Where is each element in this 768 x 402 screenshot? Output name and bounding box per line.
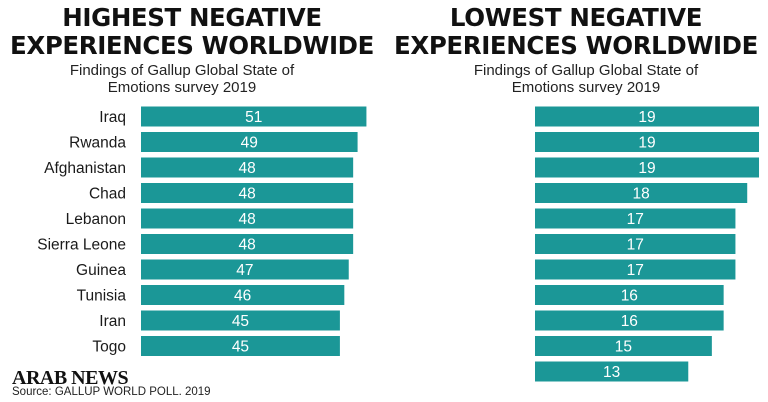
value-label: 17: [627, 262, 644, 279]
value-label: 45: [232, 313, 249, 330]
bar: [141, 336, 340, 356]
chart-title: LOWEST NEGATIVE EXPERIENCES WORLDWIDE: [384, 4, 768, 60]
category-label: Togo: [92, 339, 126, 356]
bar: [535, 285, 724, 305]
value-label: 48: [238, 160, 255, 177]
value-label: 18: [632, 186, 649, 203]
bar: [141, 234, 354, 254]
value-label: 48: [238, 211, 255, 228]
value-label: 19: [638, 109, 655, 126]
value-label: 19: [638, 160, 655, 177]
value-label: 17: [627, 211, 644, 228]
value-label: 48: [238, 237, 255, 254]
chart-title-line: EXPERIENCES WORLDWIDE: [394, 31, 758, 60]
value-label: 15: [615, 339, 632, 356]
value-label: 47: [236, 262, 253, 279]
value-label: 19: [638, 135, 655, 152]
bar: [141, 183, 354, 203]
value-label: 17: [627, 237, 644, 254]
bar: [535, 208, 736, 229]
bar: [535, 310, 724, 331]
value-label: 48: [238, 186, 255, 203]
bar: [535, 234, 736, 254]
bar: [535, 157, 760, 178]
bar: [141, 310, 340, 331]
bar: [141, 259, 349, 280]
category-label: Lebanon: [66, 211, 126, 228]
category-label: Afghanistan: [44, 160, 126, 177]
category-label: Chad: [89, 186, 126, 203]
value-label: 51: [245, 109, 262, 126]
category-label: Tunisia: [77, 288, 127, 305]
category-label: Iraq: [99, 109, 126, 126]
category-label: Rwanda: [69, 135, 126, 152]
chart-subtitle-line: Emotions survey 2019: [511, 79, 661, 96]
value-label: 16: [621, 288, 638, 305]
source-note: Source: GALLUP WORLD POLL. 2019: [12, 386, 211, 398]
value-label: 46: [234, 288, 251, 305]
bar: [141, 106, 367, 127]
category-label: Iran: [99, 313, 126, 330]
bar: [535, 132, 760, 152]
chart-subtitle-line: Emotions survey 2019: [107, 79, 257, 96]
chart-title: HIGHEST NEGATIVE EXPERIENCES WORLDWIDE: [0, 4, 384, 60]
bar: [535, 336, 712, 356]
chart-subtitle: Findings of Gallup Global State of Emoti…: [436, 62, 736, 96]
chart-title-line: LOWEST NEGATIVE: [449, 3, 703, 32]
value-label: 49: [241, 135, 258, 152]
bar: [141, 285, 345, 305]
value-label: 16: [621, 313, 638, 330]
category-label: Guinea: [76, 262, 126, 279]
bar: [535, 183, 748, 203]
chart-subtitle: Findings of Gallup Global State of Emoti…: [32, 62, 332, 96]
brand-logo: ARAB NEWS: [12, 367, 129, 389]
bar: [141, 132, 358, 152]
bar: [535, 106, 760, 127]
bar: [141, 157, 354, 178]
bar-chart-lowest: China19Kyrgyzstan19Malaysia19Vietnam18Es…: [535, 106, 760, 382]
chart-subtitle-line: Findings of Gallup Global State of: [69, 62, 295, 79]
chart-title-line: HIGHEST NEGATIVE: [62, 3, 322, 32]
chart-subtitle-line: Findings of Gallup Global State of: [473, 62, 699, 79]
category-label: Sierra Leone: [37, 237, 126, 254]
bar: [141, 208, 354, 229]
bar-chart-highest: Iraq 51 Rwanda 49 Afghanistan 48 Chad 48 Lebanon…: [37, 106, 367, 356]
value-label: 45: [232, 339, 249, 356]
bar: [535, 259, 736, 280]
chart-title-line: EXPERIENCES WORLDWIDE: [10, 31, 374, 60]
value-label: 13: [603, 364, 620, 381]
bar: [535, 361, 689, 382]
